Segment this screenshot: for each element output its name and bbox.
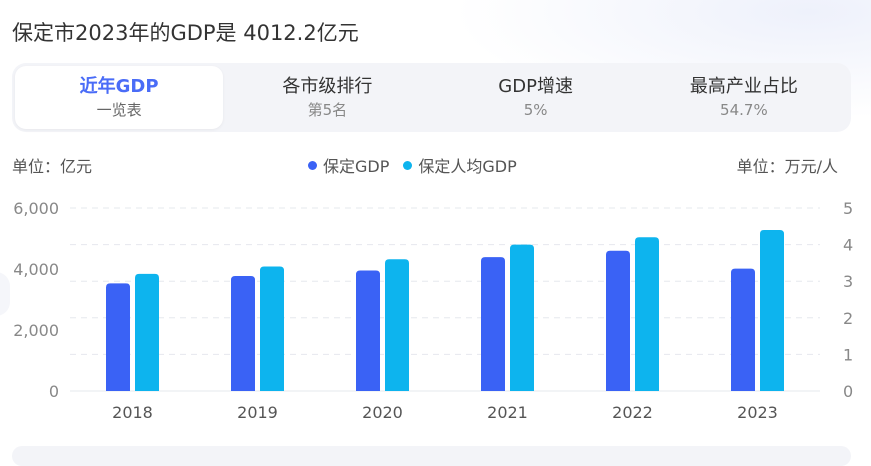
labels-layer: 0 2,000 4,000 6,000 0 1 2 3 4 5 2018 2019 2020 2021 20…: [13, 199, 853, 422]
x-category-label: 2023: [737, 403, 778, 422]
legend-dot-gdp: [308, 160, 317, 170]
tab-label: GDP增速: [498, 75, 573, 97]
tab-recent-gdp[interactable]: 近年GDP 一览表: [15, 66, 224, 129]
tab-subtext: 第5名: [307, 100, 348, 119]
bar-gdp-2023[interactable]: [731, 268, 755, 391]
bars-layer: [106, 229, 784, 391]
y-left-tick-label: 2,000: [13, 321, 59, 340]
tab-top-industry-share[interactable]: 最高产业占比 54.7%: [640, 66, 848, 129]
x-category-label: 2021: [487, 403, 528, 422]
y-right-tick-label: 4: [843, 236, 853, 255]
legend-dot-per-capita: [403, 160, 413, 170]
tab-bar: 近年GDP 一览表 各市级排行 第5名 GDP增速 5% 最高产业占比 54.7…: [12, 63, 851, 132]
right-axis-unit: 单位：万元/人: [736, 157, 838, 176]
grid-layer: [70, 207, 820, 392]
bar-gdp-2019[interactable]: [231, 276, 255, 391]
chart-legend: 保定GDP 保定人均GDP: [308, 153, 517, 177]
bar-gdp-2020[interactable]: [356, 270, 380, 391]
tab-city-ranking[interactable]: 各市级排行 第5名: [223, 66, 431, 129]
y-right-tick-label: 0: [843, 382, 853, 401]
y-right-tick-label: 3: [843, 272, 853, 291]
x-category-label: 2019: [237, 403, 278, 422]
y-right-tick-label: 2: [843, 309, 853, 328]
tab-gdp-growth[interactable]: GDP增速 5%: [432, 66, 640, 129]
legend-label-per-capita: 保定人均GDP: [418, 157, 517, 176]
side-scroll-handle[interactable]: [0, 272, 10, 316]
bar-per-capita-2023[interactable]: [760, 229, 784, 391]
page-title: 保定市2023年的GDP是 4012.2亿元: [12, 21, 359, 45]
bar-per-capita-2021[interactable]: [510, 244, 534, 391]
bar-gdp-2018[interactable]: [106, 283, 130, 391]
bar-gdp-2021[interactable]: [481, 257, 505, 391]
gdp-bar-chart: 0 2,000 4,000 6,000 0 1 2 3 4 5 2018 2019 2020 2021 20…: [13, 199, 853, 422]
legend-label-gdp: 保定GDP: [323, 157, 390, 176]
bar-per-capita-2022[interactable]: [635, 237, 659, 391]
x-category-label: 2018: [112, 403, 153, 422]
tab-subtext: 5%: [523, 100, 548, 119]
left-axis-unit: 单位：亿元: [12, 157, 93, 176]
bar-per-capita-2019[interactable]: [260, 266, 284, 391]
bar-per-capita-2018[interactable]: [135, 273, 159, 391]
legend-item-gdp[interactable]: 保定GDP: [308, 153, 389, 177]
bar-gdp-2022[interactable]: [606, 250, 630, 391]
tab-subtext: 一览表: [96, 100, 142, 119]
bar-per-capita-2020[interactable]: [385, 259, 409, 391]
y-left-tick-label: 4,000: [13, 260, 59, 279]
tab-subtext: 54.7%: [720, 100, 768, 119]
y-left-tick-label: 6,000: [13, 199, 59, 218]
x-category-label: 2020: [362, 403, 403, 422]
tab-label: 各市级排行: [282, 75, 373, 97]
y-left-tick-label: 0: [49, 382, 59, 401]
tab-label: 近年GDP: [79, 75, 159, 97]
legend-item-per-capita[interactable]: 保定人均GDP: [403, 153, 517, 177]
tab-label: 最高产业占比: [689, 75, 798, 97]
x-category-label: 2022: [612, 403, 653, 422]
next-panel-edge: [12, 446, 851, 466]
y-right-tick-label: 1: [843, 345, 853, 364]
y-right-tick-label: 5: [843, 199, 853, 218]
